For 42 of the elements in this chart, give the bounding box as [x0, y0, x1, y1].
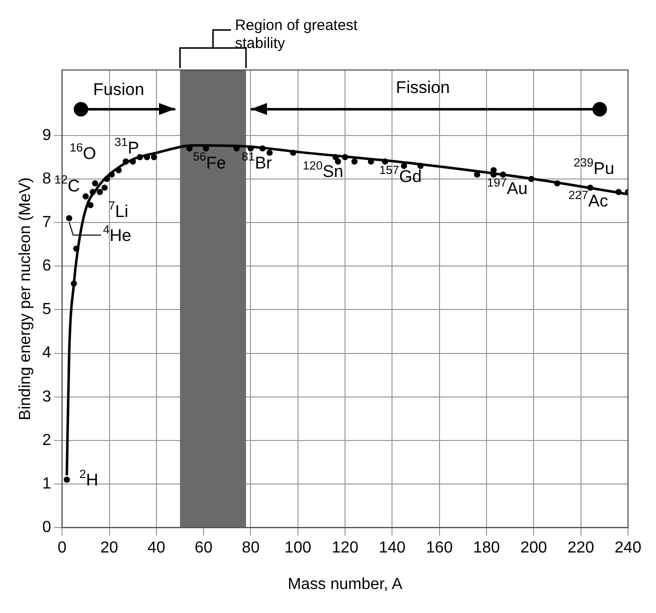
point — [400, 162, 408, 169]
y-tick-label: 1 — [42, 475, 52, 492]
point — [351, 158, 358, 165]
x-tick-label: 200 — [520, 540, 548, 557]
x-tick-label: 240 — [614, 540, 642, 557]
x-tick-label: 220 — [567, 540, 594, 557]
point — [334, 158, 342, 165]
y-tick-label: 4 — [42, 344, 52, 362]
point — [101, 184, 108, 191]
y-tick-label: 7 — [42, 214, 52, 231]
y-tick-label: 2 — [42, 432, 52, 449]
y-tick-label: 0 — [42, 519, 52, 536]
annotation: Fusion — [93, 80, 144, 100]
x-tick-label: 60 — [194, 540, 213, 557]
point — [74, 102, 88, 116]
x-tick-label: 100 — [284, 540, 312, 557]
point — [82, 193, 89, 200]
point — [474, 171, 480, 178]
y-tick-label: 9 — [42, 126, 52, 144]
band-label: Region of greatest stability — [235, 17, 358, 52]
y-axis-title: Binding energy per nucleon (MeV) — [17, 177, 34, 420]
annotation: Fission — [396, 78, 450, 98]
x-tick-label: 80 — [242, 540, 260, 557]
y-tick-label: 5 — [42, 301, 52, 318]
x-tick-label: 180 — [473, 540, 500, 557]
x-tick-label: 140 — [378, 540, 406, 557]
point — [266, 150, 273, 156]
point — [66, 215, 72, 222]
x-tick-label: 120 — [332, 540, 358, 557]
point — [592, 102, 607, 116]
y-tick-label: 3 — [42, 388, 52, 406]
x-tick-label: 20 — [100, 540, 118, 557]
y-tick-label: 8 — [42, 170, 52, 188]
y-tick-label: 6 — [42, 258, 52, 275]
x-tick-label: 40 — [148, 540, 166, 557]
point — [150, 154, 158, 160]
x-tick-label: 0 — [58, 540, 67, 557]
point — [92, 180, 98, 186]
x-axis-title: Mass number, A — [288, 576, 403, 593]
x-tick-label: 160 — [426, 540, 453, 557]
point — [96, 188, 103, 196]
point — [64, 476, 70, 483]
